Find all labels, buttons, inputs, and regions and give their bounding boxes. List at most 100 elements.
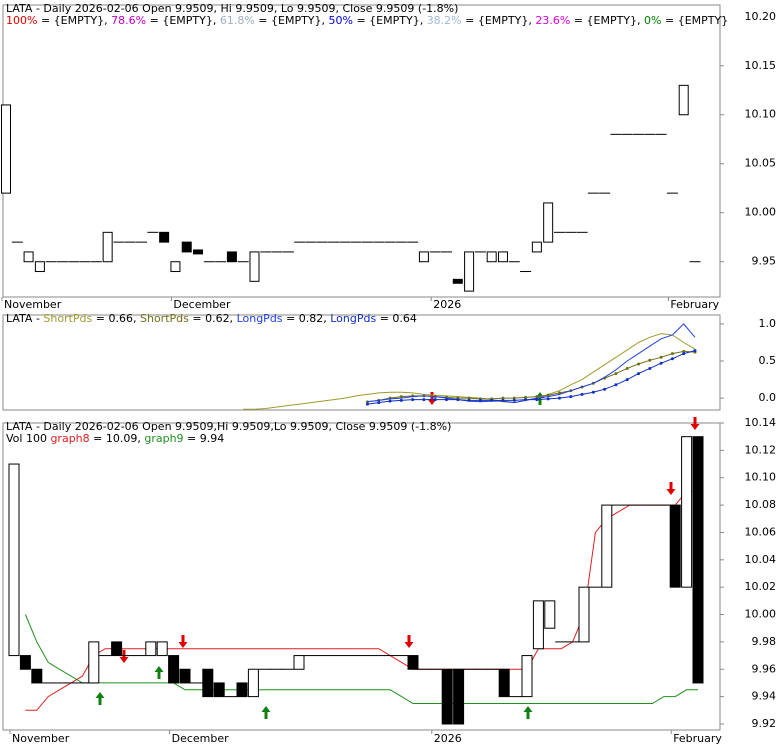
line-dot [467, 396, 471, 400]
line-dot [614, 372, 618, 376]
candle [543, 202, 554, 243]
line-dot [637, 362, 641, 366]
line-dot [478, 398, 482, 402]
candle [497, 251, 508, 263]
sell-arrow [427, 392, 437, 405]
line-dot [422, 398, 426, 402]
legend-name: graph9 [144, 432, 183, 445]
line-dot [603, 387, 607, 391]
candle [23, 251, 34, 263]
sell-arrow [119, 650, 129, 663]
candle [692, 436, 704, 684]
candle [170, 261, 181, 273]
line-dot [501, 398, 505, 402]
y-tick-label: 10.10 [745, 471, 777, 484]
legend-name: 23.6% [535, 14, 570, 27]
legend-name: LongPds [330, 312, 376, 325]
y-tick-label: 10.06 [745, 525, 777, 538]
legend-value: = 0.62, [189, 312, 237, 325]
x-tick-label: November [4, 298, 62, 311]
legend-value: = {EMPTY}, [462, 14, 536, 27]
line-dot [546, 397, 550, 401]
signal-arrows [95, 392, 700, 719]
candle [111, 641, 123, 657]
buy-arrow [95, 692, 105, 705]
sell-arrow [404, 635, 414, 648]
line-dot [524, 398, 528, 402]
buy-arrow [154, 666, 164, 679]
line-dot [456, 398, 460, 402]
legend-value: = {EMPTY}, [353, 14, 427, 27]
x-tick-label: December [173, 298, 231, 311]
y-tick-label: 10.20 [745, 10, 777, 23]
x-tick-label: 2026 [433, 298, 461, 311]
legend-prefix: Vol 100 [6, 432, 50, 445]
line-dot [682, 349, 686, 353]
line-dot [637, 372, 641, 376]
legend-value: = 10.09, [90, 432, 145, 445]
line-dot [399, 395, 403, 399]
panel-frame [2, 314, 721, 411]
candle [441, 668, 453, 725]
candle [544, 600, 556, 629]
candle [464, 251, 475, 292]
candle [31, 668, 43, 684]
y-tick-label: 0.0 [759, 391, 777, 404]
candle [293, 655, 305, 670]
title-text: LATA - [6, 312, 43, 325]
y-tick-label: 10.12 [745, 443, 777, 456]
legend-name: 38.2% [427, 14, 462, 27]
line-dot [659, 355, 663, 359]
line-dot [546, 393, 550, 397]
line-dot [648, 366, 652, 370]
y-tick-label: 9.98 [752, 635, 777, 648]
line-dot [524, 395, 528, 399]
x-tick-label: December [172, 732, 230, 745]
legend-name: LongPds [237, 312, 283, 325]
legend-value: = 0.64 [376, 312, 417, 325]
y-tick-label: 10.05 [745, 157, 777, 170]
y-tick-label: 9.95 [752, 255, 777, 268]
candle [181, 241, 192, 253]
candle [418, 251, 429, 263]
line-dot [399, 398, 403, 402]
candle [678, 84, 689, 116]
legend-value: = 9.94 [184, 432, 225, 445]
legend-name: ShortPds [140, 312, 189, 325]
line-dot [433, 398, 437, 402]
sell-arrow [690, 417, 700, 430]
y-tick-label: 10.00 [745, 608, 777, 621]
candle [159, 231, 170, 243]
line-dot [535, 395, 539, 399]
y-tick-label: 10.15 [745, 59, 777, 72]
y-tick-label: 9.92 [752, 717, 777, 730]
legend-value: = {EMPTY}, [255, 14, 329, 27]
y-tick-label: 10.00 [745, 206, 777, 219]
sell-arrow [178, 635, 188, 648]
legend-value: = 0.66, [92, 312, 140, 325]
y-tick-label: 10.04 [745, 553, 777, 566]
x-tick-label: November [12, 732, 70, 745]
title-text: LATA - Daily 2026-02-06 Open 9.9509,Hi 9… [6, 420, 451, 433]
buy-arrow [261, 706, 271, 719]
line-dot [501, 396, 505, 400]
legend-name: ShortPds [43, 312, 92, 325]
line-dot [591, 390, 595, 394]
y-tick-label: 1.0 [759, 317, 777, 330]
line-dot [445, 398, 449, 402]
line-dot [648, 358, 652, 362]
buy-arrow [523, 706, 533, 719]
y-tick-label: 0.5 [759, 354, 777, 367]
candle [8, 463, 20, 657]
candle [19, 655, 31, 670]
y-tick-label: 10.08 [745, 498, 777, 511]
line-dot [569, 395, 573, 399]
line-dot [512, 398, 516, 402]
line-dot [365, 402, 369, 406]
line-dot [377, 401, 381, 405]
x-tick-label: February [670, 298, 719, 311]
candle [34, 261, 45, 273]
candle [669, 504, 681, 588]
line-dot [411, 398, 415, 402]
line-dot [535, 398, 539, 402]
